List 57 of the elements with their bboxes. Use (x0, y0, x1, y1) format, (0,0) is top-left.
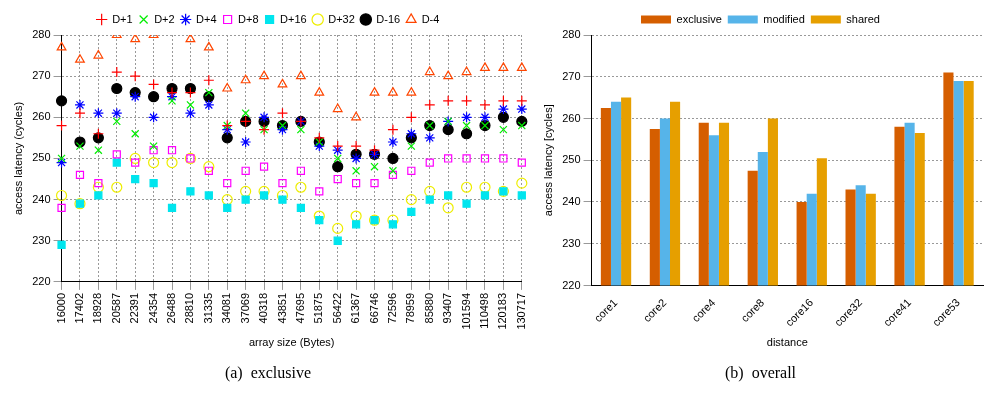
legend-label: D+32 (328, 12, 355, 25)
x-tick-label: 17402 (72, 292, 85, 324)
y-tick-label: 240 (562, 195, 581, 208)
legend-label: shared (846, 12, 880, 25)
x-tick-label: 51875 (312, 292, 325, 324)
x-tick-label: 40318 (257, 292, 270, 324)
legend-label: modified (763, 12, 805, 25)
y-tick-label: 260 (32, 110, 51, 123)
x-tick-label: 110498 (478, 292, 491, 329)
x-tick-label: 120183 (496, 292, 509, 330)
x-tick-label: 130717 (514, 292, 527, 330)
x-tick-label: 18928 (91, 292, 104, 324)
x-tick-label: 101594 (459, 292, 472, 330)
x-tick-label: 28810 (183, 292, 196, 324)
x-tick-label: 47695 (293, 292, 306, 324)
y-tick-label: 250 (562, 153, 581, 166)
x-tick-label: 31335 (201, 292, 214, 324)
legend-label: D+2 (154, 12, 175, 25)
x-tick-label: 56422 (330, 292, 343, 324)
x-tick-label: 16000 (54, 292, 67, 324)
legend-label: exclusive (676, 12, 722, 25)
text: (a) exclusive (224, 363, 312, 382)
y-tick-label: 280 (32, 28, 51, 41)
legend-label: D+8 (238, 12, 259, 25)
x-tick-label: 66746 (367, 292, 380, 324)
x-axis-title: array size (Bytes) (248, 336, 335, 349)
y-tick-label: 270 (562, 69, 581, 82)
y-tick-label: 220 (32, 274, 51, 287)
legend-label: D+4 (196, 12, 217, 25)
x-tick-label: 24354 (146, 292, 159, 324)
y-tick-label: 270 (32, 69, 51, 82)
legend-label: D-4 (421, 12, 440, 25)
x-tick-label: 43851 (275, 292, 288, 324)
y-axis-title: access latency (cycles) (11, 101, 24, 215)
y-axis-title: access latency [cycles] (541, 104, 554, 217)
y-tick-label: 230 (562, 236, 581, 249)
x-tick-label: 34081 (220, 292, 233, 324)
legend-label: D-16 (376, 12, 401, 25)
text: (b) overall (724, 363, 797, 382)
legend-label: D+1 (112, 12, 133, 25)
y-tick-label: 240 (32, 192, 51, 205)
x-tick-label: 85880 (422, 292, 435, 324)
y-tick-label: 280 (562, 28, 581, 41)
y-tick-label: 230 (32, 233, 51, 246)
x-tick-label: 78959 (404, 292, 417, 324)
y-tick-label: 250 (32, 151, 51, 164)
legend-label: D+16 (280, 12, 307, 25)
x-tick-label: 61367 (349, 292, 362, 324)
y-tick-label: 220 (562, 278, 581, 291)
x-tick-label: 93407 (441, 292, 454, 324)
x-tick-label: 22391 (128, 292, 141, 324)
x-tick-label: 20587 (109, 292, 122, 324)
x-tick-label: 26488 (165, 292, 178, 324)
x-tick-label: 72596 (385, 292, 398, 324)
x-tick-label: 37069 (238, 292, 251, 324)
y-tick-label: 260 (562, 111, 581, 124)
x-axis-title: distance (766, 336, 808, 349)
